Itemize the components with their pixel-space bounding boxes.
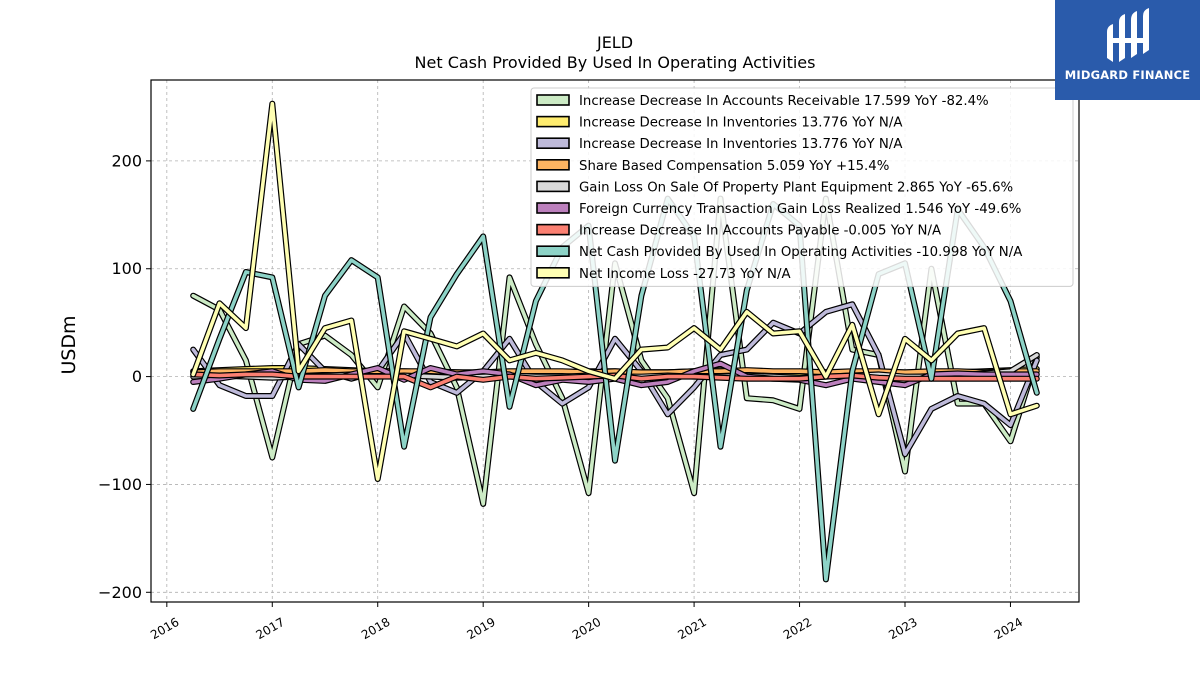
y-tick-label: −100 <box>98 475 142 494</box>
legend-swatch <box>536 180 570 193</box>
y-axis-label: USDm <box>58 315 80 374</box>
legend-swatch <box>536 266 570 279</box>
x-tick-label: 2017 <box>254 615 287 642</box>
legend-label: Increase Decrease In Inventories 13.776 … <box>579 137 902 152</box>
legend-swatch <box>536 159 570 171</box>
chart-title: JELD <box>596 33 633 52</box>
legend-label: Increase Decrease In Inventories 13.776 … <box>579 116 902 131</box>
y-tick-label: 200 <box>111 151 142 170</box>
legend-swatch <box>536 223 570 236</box>
x-tick-label: 2016 <box>148 615 181 642</box>
y-tick-label: −200 <box>98 583 142 602</box>
legend-label: Increase Decrease In Accounts Receivable… <box>579 94 989 109</box>
legend-box <box>530 87 1074 287</box>
legend-label: Share Based Compensation 5.059 YoY +15.4… <box>579 159 889 174</box>
x-tick-label: 2018 <box>359 615 392 642</box>
y-tick-label: 100 <box>111 259 142 278</box>
series-stroke <box>191 101 1039 481</box>
legend-swatch <box>536 115 570 128</box>
chart-subtitle: Net Cash Provided By Used In Operating A… <box>415 53 816 72</box>
x-tick-label: 2019 <box>464 615 497 642</box>
legend-swatch <box>536 202 570 214</box>
legend-item-2: Increase Decrease In Inventories 13.776 … <box>536 137 902 152</box>
plot-frame <box>150 79 1080 603</box>
legend-label: Increase Decrease In Accounts Payable -0… <box>579 224 941 239</box>
series-line-3 <box>190 367 1040 376</box>
legend-item-1: Increase Decrease In Inventories 13.776 … <box>536 115 902 131</box>
legend-swatch <box>536 245 570 257</box>
series-line-8 <box>190 100 1040 482</box>
x-tick-label: 2021 <box>675 615 708 642</box>
legend-item-7: Net Cash Provided By Used In Operating A… <box>536 245 1022 260</box>
legend-swatch <box>536 137 570 149</box>
legend-item-3: Share Based Compensation 5.059 YoY +15.4… <box>536 159 889 174</box>
legend: Increase Decrease In Accounts Receivable… <box>530 87 1074 287</box>
logo-text: MIDGARD FINANCE <box>1064 68 1191 82</box>
legend-label: Foreign Currency Transaction Gain Loss R… <box>579 202 1021 217</box>
legend-label: Gain Loss On Sale Of Property Plant Equi… <box>579 180 1013 195</box>
series-stroke <box>191 368 1039 375</box>
midgard-finance-logo: MIDGARD FINANCE <box>1055 0 1200 100</box>
legend-item-4: Gain Loss On Sale Of Property Plant Equi… <box>536 180 1013 195</box>
logo-mark-icon <box>1107 8 1149 62</box>
legend-swatch <box>536 94 570 106</box>
legend-item-6: Increase Decrease In Accounts Payable -0… <box>536 223 941 239</box>
legend-item-0: Increase Decrease In Accounts Receivable… <box>536 94 989 109</box>
legend-item-5: Foreign Currency Transaction Gain Loss R… <box>536 202 1021 217</box>
legend-label: Net Cash Provided By Used In Operating A… <box>579 245 1022 260</box>
y-tick-label: 0 <box>132 367 142 386</box>
x-tick-label: 2024 <box>992 615 1025 642</box>
legend-item-8: Net Income Loss -27.73 YoY N/A <box>536 266 791 282</box>
x-tick-label: 2022 <box>781 615 814 642</box>
legend-label: Net Income Loss -27.73 YoY N/A <box>579 267 791 282</box>
x-tick-label: 2020 <box>570 615 603 642</box>
x-tick-label: 2023 <box>886 615 919 642</box>
